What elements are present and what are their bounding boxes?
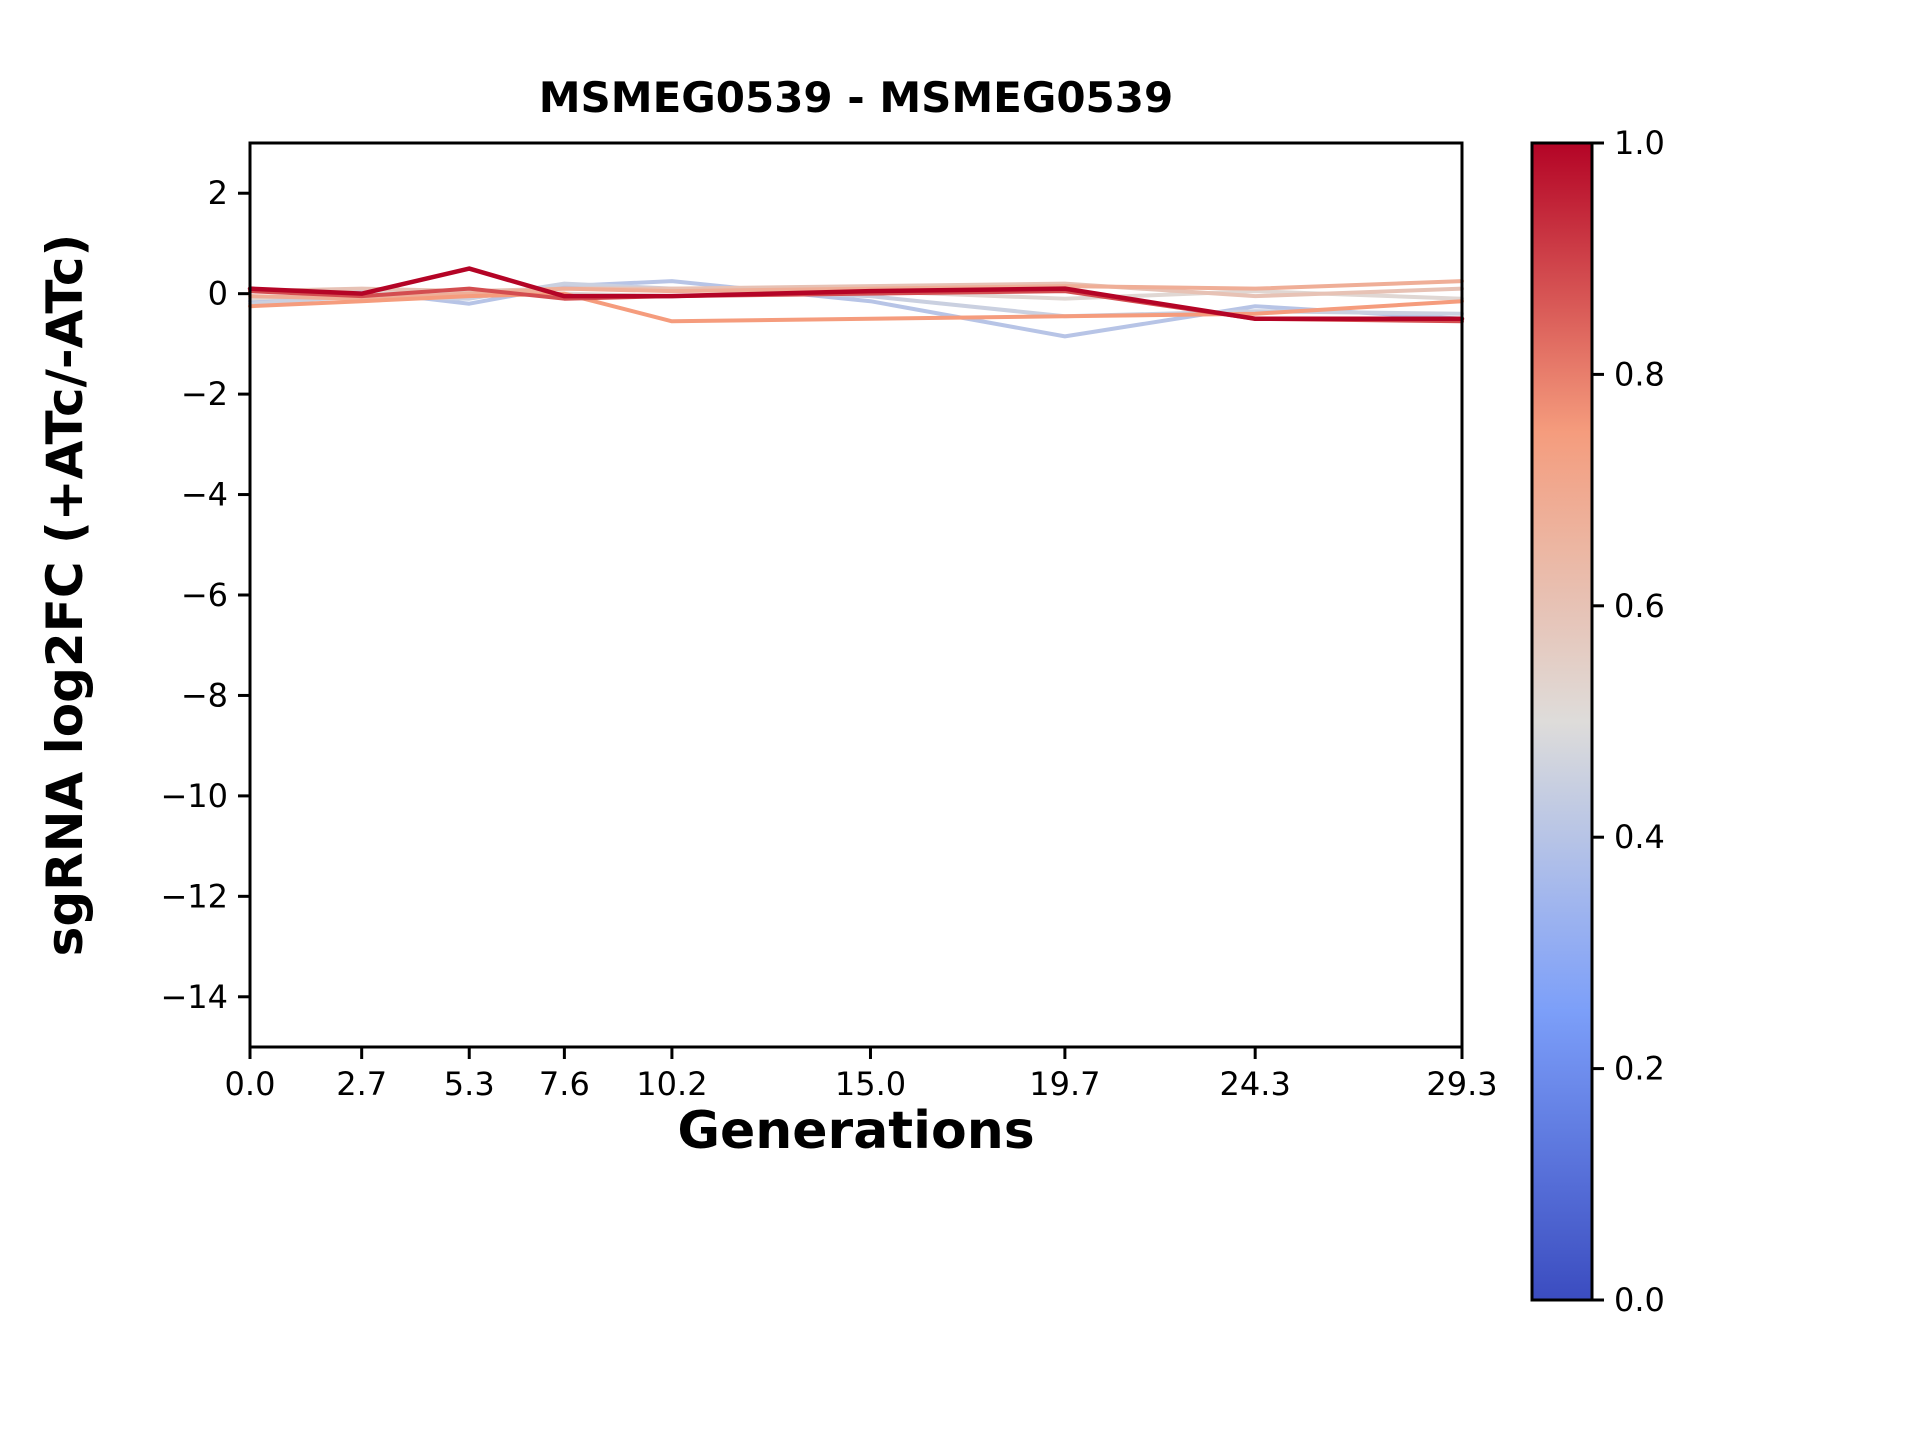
chart-title: MSMEG0539 - MSMEG0539 bbox=[539, 73, 1173, 122]
series-line bbox=[248, 279, 1464, 301]
x-tick-label: 15.0 bbox=[835, 1065, 906, 1103]
y-tick-label: −12 bbox=[160, 877, 228, 915]
x-tick-label: 5.3 bbox=[444, 1065, 495, 1103]
series-line bbox=[247, 266, 1465, 322]
colorbar-tick-label: 0.2 bbox=[1614, 1050, 1665, 1088]
y-tick-label: −2 bbox=[181, 375, 228, 413]
colorbar-tick-label: 0.8 bbox=[1614, 355, 1665, 393]
x-tick-label: 19.7 bbox=[1029, 1065, 1100, 1103]
y-tick-label: −6 bbox=[181, 576, 228, 614]
y-tick-label: −4 bbox=[181, 476, 228, 514]
x-tick-label: 29.3 bbox=[1426, 1065, 1497, 1103]
y-tick-label: −10 bbox=[160, 777, 228, 815]
colorbar-tick-label: 0.4 bbox=[1614, 818, 1665, 856]
colorbar-tick-label: 0.0 bbox=[1614, 1281, 1665, 1319]
colorbar-tick-label: 1.0 bbox=[1614, 124, 1665, 162]
x-tick-label: 2.7 bbox=[336, 1065, 387, 1103]
x-tick-label: 0.0 bbox=[225, 1065, 276, 1103]
chart-rendered-layer: 0.0 2.7 5.3 7.6 10.2 15.0 19.7 24.3 29.3 2 0 −2 −4 −6… bbox=[160, 124, 1664, 1319]
colorbar bbox=[1532, 143, 1592, 1300]
y-tick-label: 2 bbox=[208, 174, 228, 212]
x-tick-label: 7.6 bbox=[539, 1065, 590, 1103]
y-axis-label: sgRNA log2FC (+ATc/-ATc) bbox=[36, 234, 94, 957]
x-tick-label: 24.3 bbox=[1220, 1065, 1291, 1103]
x-tick-label: 10.2 bbox=[636, 1065, 707, 1103]
series-line bbox=[248, 281, 1464, 299]
x-axis-label: Generations bbox=[677, 1101, 1034, 1161]
colorbar-tick-label: 0.6 bbox=[1614, 587, 1665, 625]
series-line bbox=[248, 291, 1464, 324]
y-tick-label: −8 bbox=[181, 676, 228, 714]
y-tick-label: −14 bbox=[160, 978, 228, 1016]
y-tick-label: 0 bbox=[208, 275, 228, 313]
colorbar-frame bbox=[1530, 141, 1594, 1302]
